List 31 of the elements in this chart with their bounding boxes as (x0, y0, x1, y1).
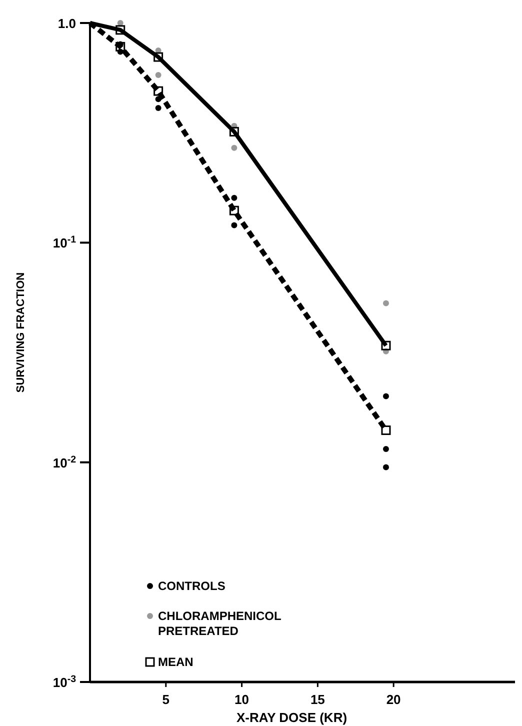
point (155, 96, 162, 102)
y-tick-label: 10$^{-3}$ (52, 674, 77, 690)
y-tick-label: 10$^{-1}$ (52, 234, 77, 251)
point (229, 126, 239, 136)
legend-label: CONTROLS (158, 579, 226, 593)
x-tick-label: 10 (234, 692, 250, 707)
legend-label: CHLORAMPHENICOL PRETREATED (158, 609, 282, 638)
point (154, 86, 164, 96)
point (381, 425, 391, 435)
point (231, 194, 238, 201)
point (154, 52, 164, 62)
point (382, 464, 389, 470)
y-tick-label: 1.0 (58, 16, 76, 31)
legend-label: MEAN (158, 655, 194, 669)
point (382, 393, 389, 400)
point (382, 300, 389, 306)
point (229, 206, 239, 216)
point (116, 25, 126, 35)
point (231, 144, 238, 151)
point (155, 105, 162, 112)
point (381, 340, 391, 350)
point (231, 222, 238, 228)
x-tick-label: 5 (162, 692, 170, 707)
y-tick-label: 10$^{-2}$ (52, 454, 77, 470)
point (382, 446, 389, 452)
x-tick-label: 20 (386, 692, 401, 707)
y-axis-title: SURVIVING FRACTION (15, 272, 27, 393)
point (116, 42, 126, 52)
x-tick-label: 15 (310, 692, 325, 707)
x-axis-title: X-RAY DOSE (KR) (236, 710, 348, 725)
point (155, 72, 162, 78)
